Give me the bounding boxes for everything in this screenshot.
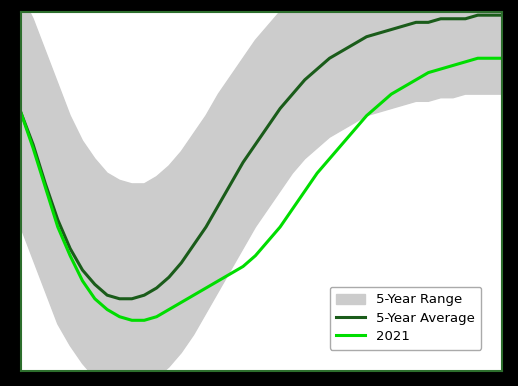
Legend: 5-Year Range, 5-Year Average, 2021: 5-Year Range, 5-Year Average, 2021 xyxy=(330,287,481,350)
